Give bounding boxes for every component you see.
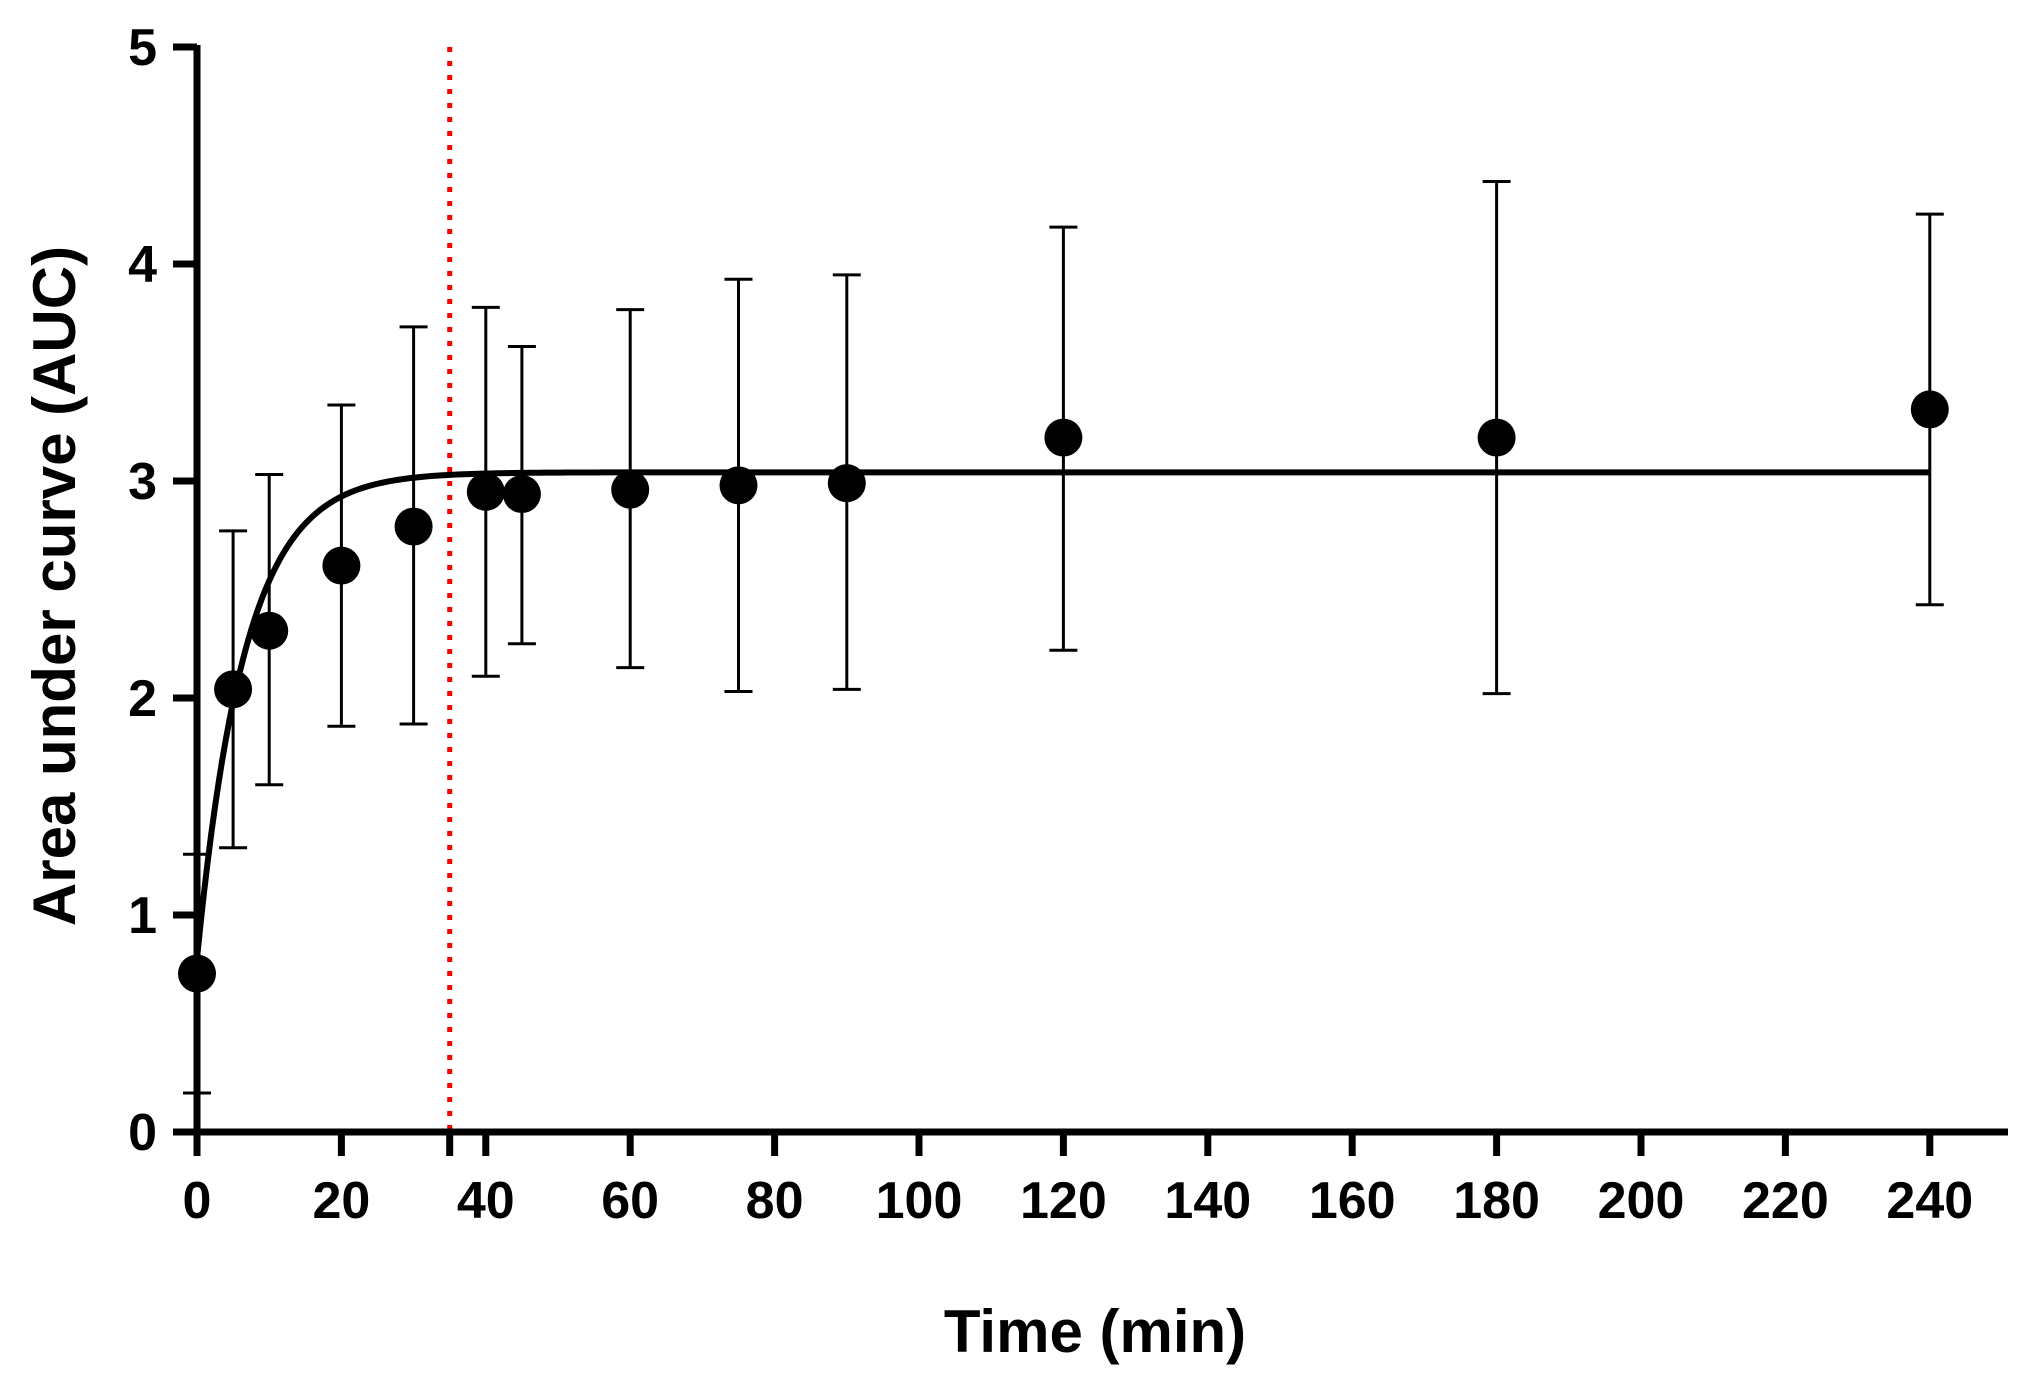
- x-tick-label: 40: [457, 1172, 515, 1230]
- y-tick-label: 3: [128, 453, 157, 511]
- x-tick-label: 100: [876, 1172, 963, 1230]
- data-point: [1477, 418, 1516, 457]
- data-point: [1910, 390, 1949, 429]
- x-tick-label: 180: [1453, 1172, 1540, 1230]
- data-point: [502, 475, 541, 514]
- x-tick-label: 80: [746, 1172, 804, 1230]
- x-tick-label: 20: [312, 1172, 370, 1230]
- data-point: [611, 470, 650, 509]
- x-tick-label: 120: [1020, 1172, 1107, 1230]
- data-point: [719, 466, 758, 505]
- x-axis-title: Time (min): [944, 1298, 1246, 1365]
- y-tick-label: 0: [128, 1104, 157, 1162]
- data-point: [250, 611, 289, 650]
- x-tick-label: 60: [601, 1172, 659, 1230]
- x-tick-label: 140: [1164, 1172, 1251, 1230]
- data-point: [466, 472, 505, 511]
- y-tick-label: 1: [128, 887, 157, 945]
- y-axis-title: Area under curve (AUC): [21, 246, 88, 926]
- x-tick-label: 220: [1742, 1172, 1829, 1230]
- axes-layer: 0 1 2 3 4 5 0 20 40 60 80 100 120 140 160 180 200 220 240: [128, 19, 2008, 1230]
- x-tick-label: 200: [1598, 1172, 1685, 1230]
- data-point: [394, 507, 433, 546]
- data-point: [322, 546, 361, 585]
- error-bars-layer: [183, 180, 1944, 1095]
- data-point: [1044, 418, 1083, 457]
- y-tick-label: 5: [128, 19, 157, 77]
- x-tick-label: 160: [1309, 1172, 1396, 1230]
- y-tick-label: 4: [128, 236, 157, 294]
- x-tick-label: 0: [183, 1172, 212, 1230]
- y-tick-label: 2: [128, 670, 157, 728]
- x-tick-label: 240: [1886, 1172, 1973, 1230]
- data-point: [827, 464, 866, 503]
- data-point: [214, 670, 253, 709]
- data-points-layer: [178, 390, 1949, 993]
